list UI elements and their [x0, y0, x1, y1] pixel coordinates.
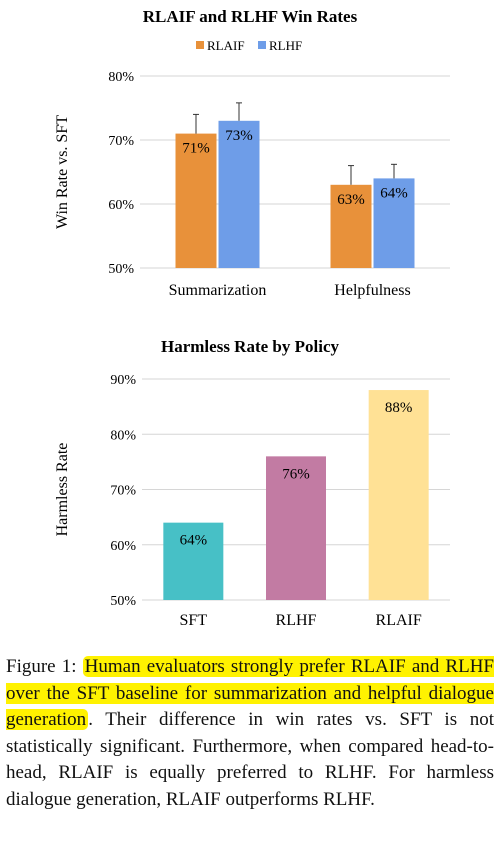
y-tick-label: 80% — [110, 428, 136, 443]
data-label: 64% — [180, 533, 208, 549]
bar-sft — [163, 522, 224, 600]
legend-label-0: RLAIF — [207, 38, 245, 53]
bar-rlhf — [266, 456, 326, 600]
y-tick-label: 70% — [110, 484, 136, 499]
win-rate-chart: RLAIF and RLHF Win Rates RLAIF RLHF 50% 60% 7… — [54, 7, 450, 299]
bar-rlaif-0 — [175, 133, 217, 268]
x-tick-label: Summarization — [169, 282, 267, 299]
bar-rlaif-1 — [330, 184, 372, 268]
chart-title: Harmless Rate by Policy — [161, 337, 339, 356]
data-label: 88% — [385, 400, 413, 416]
data-label: 64% — [380, 185, 408, 201]
x-tick-label: RLHF — [276, 612, 317, 629]
data-label: 73% — [225, 128, 253, 144]
y-tick-label: 60% — [108, 198, 134, 213]
bar-rlhf-1 — [373, 178, 415, 268]
x-tick-label: Helpfulness — [334, 282, 410, 299]
x-tick-label: SFT — [180, 612, 208, 629]
legend-swatch-0 — [196, 41, 204, 49]
y-tick-label: 90% — [110, 373, 136, 388]
chart-title: RLAIF and RLHF Win Rates — [143, 7, 358, 26]
figure-charts: RLAIF and RLHF Win Rates RLAIF RLHF 50% 60% 7… — [54, 7, 450, 629]
y-tick-label: 50% — [110, 594, 136, 609]
y-tick-label: 60% — [110, 539, 136, 554]
legend-swatch-1 — [258, 41, 266, 49]
y-tick-label: 80% — [108, 70, 134, 85]
bar-rlhf-0 — [218, 120, 260, 268]
caption-highlight-period: . — [88, 709, 93, 730]
data-label: 63% — [337, 192, 365, 208]
y-axis-label: Harmless Rate — [54, 443, 71, 537]
bar-rlaif — [368, 390, 429, 600]
y-tick-label: 70% — [108, 134, 134, 149]
data-label: 76% — [282, 466, 310, 482]
caption-rest: Their difference in win rates vs. SFT is… — [6, 709, 494, 810]
x-tick-label: RLAIF — [376, 612, 422, 629]
y-axis-label: Win Rate vs. SFT — [54, 115, 71, 229]
legend-label-1: RLHF — [269, 38, 302, 53]
y-tick-label: 50% — [108, 262, 134, 277]
data-label: 71% — [182, 141, 210, 157]
harmless-rate-chart: Harmless Rate by Policy 50% 60% 70% 80% 90% Ha… — [54, 337, 450, 629]
figure-caption: Figure 1: Human evaluators strongly pref… — [6, 654, 494, 813]
caption-prefix: Figure 1: — [6, 656, 83, 677]
